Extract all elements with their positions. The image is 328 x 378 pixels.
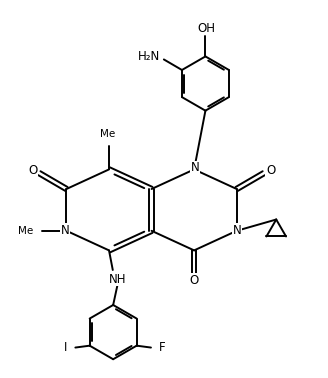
Text: Me: Me <box>18 226 34 236</box>
Text: O: O <box>190 274 199 287</box>
Text: N: N <box>61 224 69 237</box>
Text: O: O <box>28 164 37 177</box>
Text: N: N <box>233 224 242 237</box>
Text: Me: Me <box>99 129 115 138</box>
Text: NH: NH <box>109 273 126 286</box>
Text: N: N <box>191 161 199 174</box>
Text: I: I <box>64 341 67 354</box>
Text: OH: OH <box>197 22 215 35</box>
Text: H₂N: H₂N <box>138 50 160 63</box>
Text: O: O <box>266 164 275 177</box>
Text: F: F <box>159 341 166 354</box>
